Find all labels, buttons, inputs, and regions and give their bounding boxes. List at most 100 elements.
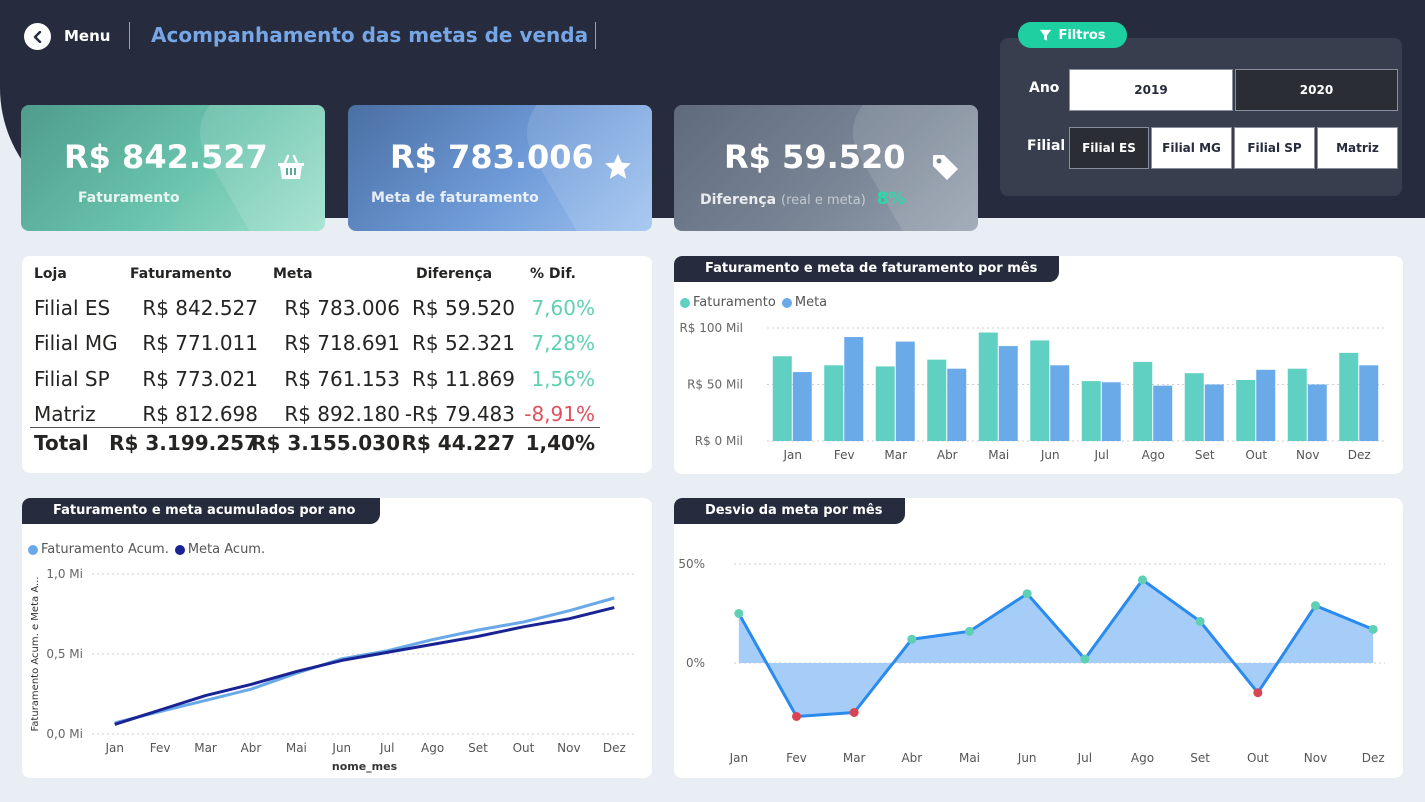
deviation-line xyxy=(737,578,1374,718)
x-tick-label: Jul xyxy=(379,741,394,755)
cell-loja: Filial SP xyxy=(34,367,110,391)
cell-diferenca: -R$ 79.483 xyxy=(404,402,515,426)
x-tick-label: Jun xyxy=(1040,448,1060,462)
x-tick-label: Fev xyxy=(786,751,807,765)
bar-chart-legend: Faturamento Meta xyxy=(680,295,833,310)
y-tick-label: R$ 100 Mil xyxy=(679,321,743,335)
kpi-meta-label: Meta de faturamento xyxy=(371,190,539,206)
x-tick-label: Dez xyxy=(1362,751,1385,765)
monthly-bar-chart-card: Faturamento e meta de faturamento por mê… xyxy=(674,256,1403,474)
cell-total-pct-dif: 1,40% xyxy=(525,431,595,455)
y-tick-label: R$ 50 Mil xyxy=(687,378,743,392)
negative-point xyxy=(792,711,801,721)
y-tick-label: 0% xyxy=(686,656,705,670)
year-option-2019[interactable]: 2019 xyxy=(1069,69,1233,111)
x-tick-label: Dez xyxy=(603,741,626,755)
branch-option-filial-sp[interactable]: Filial SP xyxy=(1234,127,1315,169)
bar-chart: R$ 0 Mil R$ 50 Mil R$ 100 Mil Jan Fev Mar Abr M… xyxy=(679,321,1385,462)
x-tick-label: Set xyxy=(1190,751,1210,765)
table-header-diferenca[interactable]: Diferença xyxy=(416,266,493,282)
bar-meta xyxy=(1307,384,1327,441)
bar-faturamento xyxy=(1030,340,1050,441)
cell-meta: R$ 718.691 xyxy=(284,331,400,355)
bar-faturamento xyxy=(875,366,895,441)
deviation-chart-title: Desvio da meta por mês xyxy=(674,498,905,524)
x-tick-label: Nov xyxy=(557,741,580,755)
cell-faturamento: R$ 771.011 xyxy=(142,331,258,355)
cell-loja: Matriz xyxy=(34,402,96,426)
cell-diferenca: R$ 11.869 xyxy=(412,367,515,391)
table-header-faturamento[interactable]: Faturamento xyxy=(130,266,232,282)
legend-item-meta-acum[interactable]: Meta Acum. xyxy=(174,542,265,557)
x-tick-label: Out xyxy=(1245,448,1267,462)
cell-faturamento: R$ 812.698 xyxy=(142,402,258,426)
legend-item-meta[interactable]: Meta xyxy=(781,295,828,310)
bar-faturamento xyxy=(1184,373,1204,441)
deviation-area xyxy=(738,579,1374,717)
y-tick-label: 1,0 Mi xyxy=(46,567,83,581)
bar-meta xyxy=(947,368,967,441)
back-button[interactable] xyxy=(24,23,51,50)
positive-point xyxy=(1022,589,1032,599)
positive-point xyxy=(965,626,974,636)
filter-icon xyxy=(1040,29,1052,41)
branch-option-matriz[interactable]: Matriz xyxy=(1317,127,1398,169)
bar-faturamento xyxy=(927,359,947,441)
positive-point xyxy=(1368,624,1378,634)
filial-label: Filial xyxy=(1027,138,1066,154)
positive-point xyxy=(734,609,744,618)
table-header-meta[interactable]: Meta xyxy=(273,266,313,282)
legend-label-meta: Meta xyxy=(794,295,828,310)
legend-dot-meta-acum xyxy=(174,544,185,555)
x-tick-label: Fev xyxy=(834,448,855,462)
header-divider xyxy=(129,22,130,49)
branch-option-filial-mg[interactable]: Filial MG xyxy=(1151,127,1232,169)
bar-meta xyxy=(1204,384,1224,441)
kpi-faturamento-label: Faturamento xyxy=(78,190,180,206)
legend-dot-meta xyxy=(781,297,792,308)
filters-label: Filtros xyxy=(1058,27,1106,43)
bar-meta xyxy=(792,372,812,441)
legend-item-faturamento-acum[interactable]: Faturamento Acum. xyxy=(28,542,169,557)
tag-icon xyxy=(933,155,958,180)
branch-option-filial-es[interactable]: Filial ES xyxy=(1069,127,1149,169)
cell-diferenca: R$ 59.520 xyxy=(412,296,515,320)
bar-meta xyxy=(1359,365,1379,441)
page-title: Acompanhamento das metas de venda xyxy=(151,23,589,47)
cell-diferenca: R$ 52.321 xyxy=(412,331,515,355)
x-tick-label: Ago xyxy=(421,741,444,755)
x-tick-label: Jan xyxy=(783,448,803,462)
menu-link[interactable]: Menu xyxy=(64,27,111,45)
chevron-left-icon xyxy=(33,30,41,43)
kpi-card-faturamento: R$ 842.527 Faturamento xyxy=(21,105,325,231)
x-tick-label: Mar xyxy=(194,741,217,755)
x-tick-label: Set xyxy=(1195,448,1215,462)
cell-pct-dif: 7,28% xyxy=(531,331,595,355)
line-chart-title: Faturamento e meta acumulados por ano xyxy=(22,498,380,524)
x-tick-label: Ago xyxy=(1142,448,1165,462)
cell-meta: R$ 892.180 xyxy=(284,402,400,426)
table-header-loja[interactable]: Loja xyxy=(34,266,67,282)
year-option-2020[interactable]: 2020 xyxy=(1235,69,1398,111)
filters-button[interactable]: Filtros xyxy=(1018,22,1127,48)
cell-loja: Filial MG xyxy=(34,331,118,355)
table-header-pct-dif[interactable]: % Dif. xyxy=(530,266,576,282)
cell-total-label: Total xyxy=(34,431,89,455)
x-tick-label: Mar xyxy=(843,751,866,765)
x-tick-label: Abr xyxy=(241,741,262,755)
table-total-divider xyxy=(30,427,600,428)
kpi-card-diferenca: R$ 59.520 Diferença (real e meta) 8% xyxy=(674,105,978,231)
negative-point xyxy=(1253,688,1263,698)
series-line-meta-acum- xyxy=(114,606,615,726)
bar-faturamento xyxy=(1339,352,1359,441)
bar-faturamento xyxy=(1133,361,1153,441)
cell-faturamento: R$ 842.527 xyxy=(142,296,258,320)
x-tick-label: Nov xyxy=(1296,448,1319,462)
bar-meta xyxy=(1256,369,1276,441)
legend-item-faturamento[interactable]: Faturamento xyxy=(680,295,776,310)
cell-total-diferenca: R$ 44.227 xyxy=(401,431,515,455)
x-tick-label: Fev xyxy=(150,741,171,755)
positive-point xyxy=(1311,601,1320,611)
bar-faturamento xyxy=(1236,379,1256,441)
x-tick-label: Abr xyxy=(901,751,922,765)
